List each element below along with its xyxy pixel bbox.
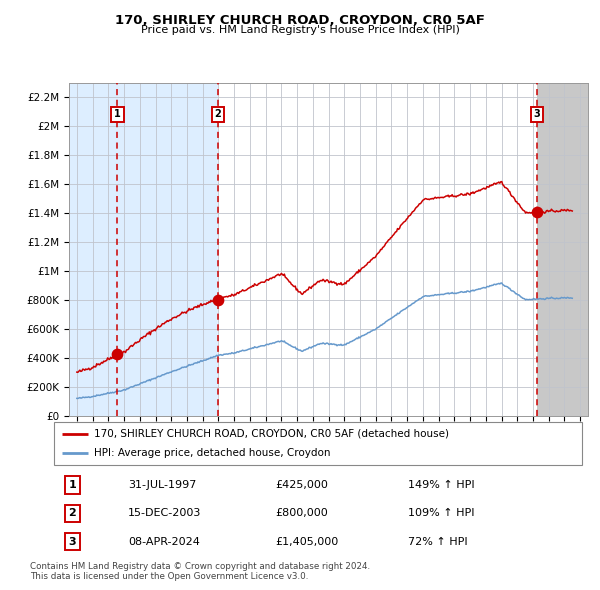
Point [532,208,542,217]
Text: 08-APR-2024: 08-APR-2024 [128,537,200,546]
Text: HPI: Average price, detached house, Croydon: HPI: Average price, detached house, Croy… [94,448,330,458]
Bar [537,83,588,416]
Text: 2: 2 [68,509,76,518]
Text: 3: 3 [68,537,76,546]
Text: 109% ↑ HPI: 109% ↑ HPI [408,509,474,518]
Text: Price paid vs. HM Land Registry's House Price Index (HPI): Price paid vs. HM Land Registry's House … [140,25,460,35]
Point [213,295,223,304]
Text: Contains HM Land Registry data © Crown copyright and database right 2024.
This d: Contains HM Land Registry data © Crown c… [30,562,370,581]
Text: 149% ↑ HPI: 149% ↑ HPI [408,480,475,490]
Text: 1: 1 [68,480,76,490]
Text: 170, SHIRLEY CHURCH ROAD, CROYDON, CR0 5AF: 170, SHIRLEY CHURCH ROAD, CROYDON, CR0 5… [115,14,485,27]
Text: £425,000: £425,000 [276,480,329,490]
Text: 72% ↑ HPI: 72% ↑ HPI [408,537,467,546]
Bar [218,83,537,416]
Text: £800,000: £800,000 [276,509,329,518]
Bar [69,83,218,416]
Text: 1: 1 [114,110,121,120]
Text: £1,405,000: £1,405,000 [276,537,339,546]
Text: 3: 3 [534,110,541,120]
Point [113,350,122,359]
Text: 2: 2 [214,110,221,120]
Text: 31-JUL-1997: 31-JUL-1997 [128,480,196,490]
Text: 15-DEC-2003: 15-DEC-2003 [128,509,201,518]
Text: 170, SHIRLEY CHURCH ROAD, CROYDON, CR0 5AF (detached house): 170, SHIRLEY CHURCH ROAD, CROYDON, CR0 5… [94,429,449,439]
